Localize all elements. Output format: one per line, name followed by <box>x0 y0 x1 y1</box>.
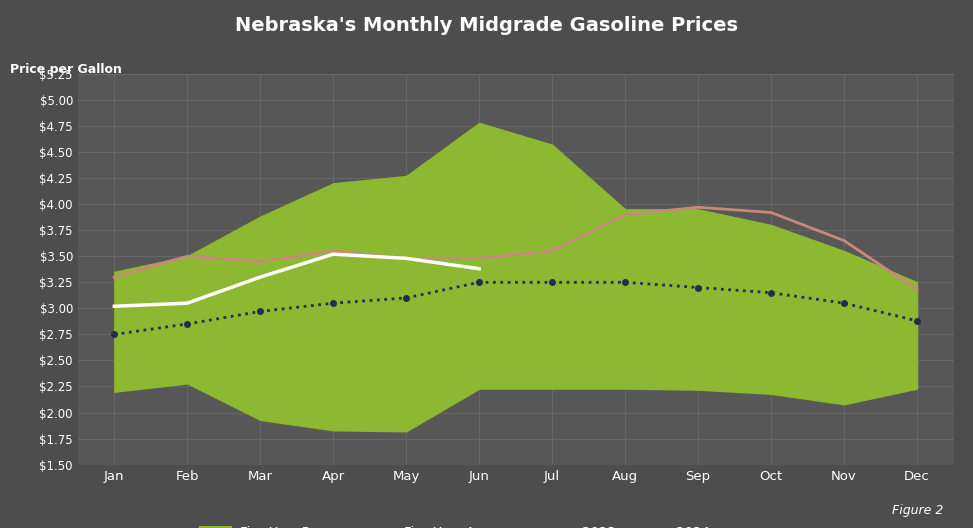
Text: Figure 2: Figure 2 <box>892 504 944 517</box>
Text: Nebraska's Monthly Midgrade Gasoline Prices: Nebraska's Monthly Midgrade Gasoline Pri… <box>235 16 738 35</box>
Legend: Five-Year Range, Five-Year Average, 2023, 2024: Five-Year Range, Five-Year Average, 2023… <box>194 521 715 528</box>
Text: Price per Gallon: Price per Gallon <box>10 63 122 77</box>
